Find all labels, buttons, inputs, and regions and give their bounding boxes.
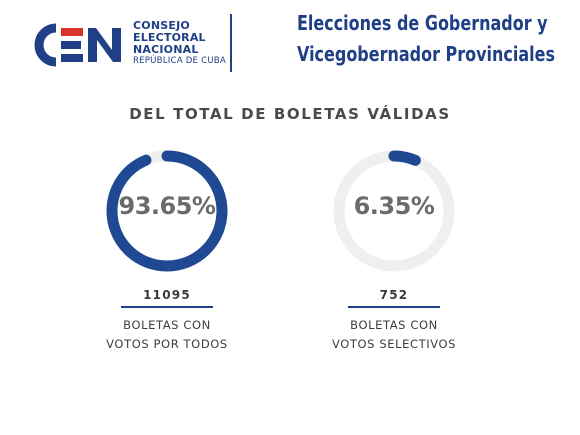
stat-label-line-1: BOLETAS CON	[123, 318, 211, 332]
stat-label: BOLETAS CON VOTOS SELECTIVOS	[314, 316, 474, 354]
stat-label-line-2: VOTOS POR TODOS	[106, 337, 228, 351]
page-title-line-1: Elecciones de Gobernador y	[296, 11, 548, 35]
progress-ring-svg	[333, 150, 455, 272]
percent-value: 93.65%	[118, 192, 216, 220]
percent-value: 6.35%	[353, 192, 435, 220]
stat-label: BOLETAS CON VOTOS POR TODOS	[87, 316, 247, 354]
stat-label-line-1: BOLETAS CON	[350, 318, 438, 332]
count-underline	[348, 306, 440, 308]
ring-fill	[333, 150, 455, 272]
cen-logo-mark	[34, 23, 121, 67]
ring-fill	[106, 150, 228, 272]
page-title-line-2: Vicegobernador Provinciales	[296, 42, 556, 66]
progress-ring	[324, 146, 464, 276]
count-underline	[121, 306, 213, 308]
stat-label-line-2: VOTOS SELECTIVOS	[331, 337, 457, 351]
section-subtitle: DEL TOTAL DE BOLETAS VÁLIDAS	[129, 105, 451, 123]
count-value: 11095	[143, 288, 191, 302]
progress-ring-svg	[106, 150, 228, 272]
page-title: Elecciones de Gobernador y Vicegobernado…	[296, 8, 556, 70]
cen-logo: CONSEJO ELECTORAL NACIONAL REPÚBLICA DE …	[26, 18, 226, 74]
logo-line-3: NACIONAL	[133, 43, 199, 56]
progress-ring	[97, 146, 237, 276]
logo-line-2: ELECTORAL	[133, 31, 206, 44]
count-value: 752	[379, 288, 409, 302]
logo-subtitle: REPÚBLICA DE CUBA	[133, 56, 226, 66]
logo-line-1: CONSEJO	[133, 19, 190, 32]
header-divider	[230, 14, 232, 72]
